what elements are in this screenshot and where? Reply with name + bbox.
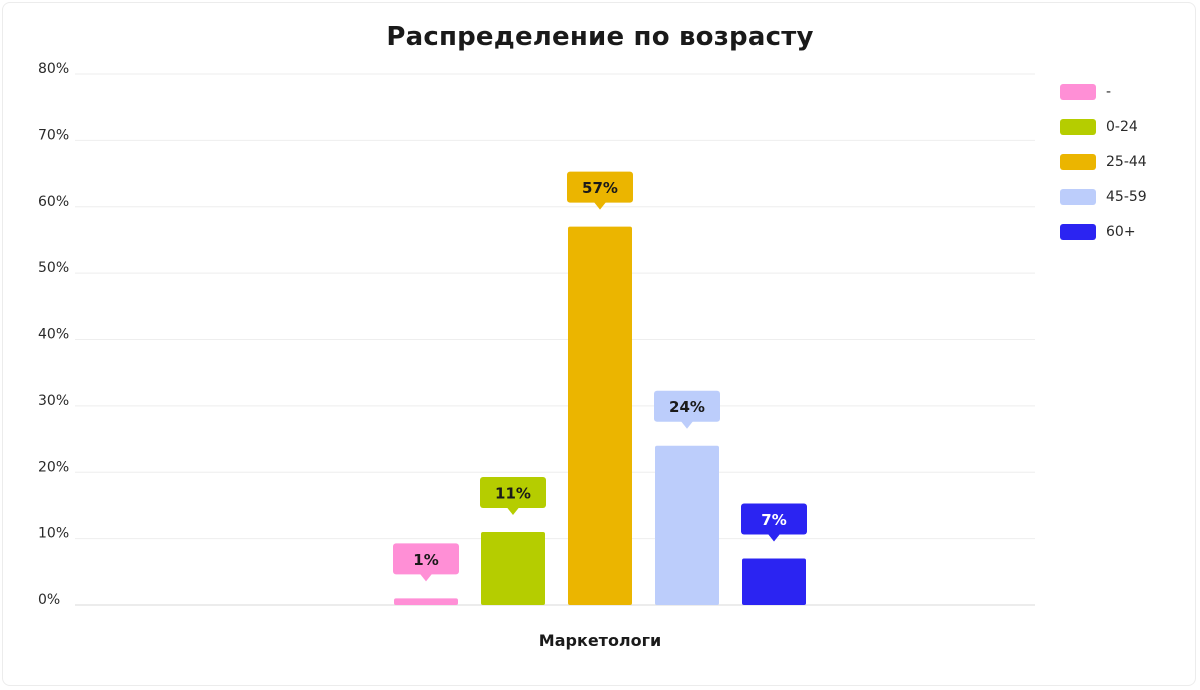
legend-label: 45-59 [1106,188,1147,205]
y-tick-label: 20% [38,459,69,475]
data-label: 24% [669,398,705,416]
legend-swatch [1060,83,1096,100]
y-tick-label: 0% [38,592,60,608]
y-tick-label: 70% [38,127,69,143]
legend-label: 0-24 [1106,118,1138,135]
data-label-box [654,390,720,422]
x-category-label: Маркетологи [539,631,661,650]
data-label-pointer [420,573,432,582]
bar [655,445,719,605]
data-label: 57% [582,179,618,197]
y-tick-label: 40% [38,327,69,343]
legend-item[interactable]: 25-44 [1060,144,1147,179]
bar [568,226,632,605]
y-tick-label: 10% [38,526,69,542]
legend-swatch [1060,153,1096,170]
bar [742,558,806,605]
data-label: 7% [761,511,786,529]
legend-item[interactable]: 60+ [1060,214,1147,249]
legend-item[interactable]: 45-59 [1060,179,1147,214]
data-label-pointer [768,534,780,542]
y-tick-label: 80% [38,61,69,77]
bar [481,531,545,605]
legend-swatch [1060,118,1096,135]
y-tick-label: 30% [38,393,69,409]
chart-title: Распределение по возрасту [386,22,814,52]
y-tick-label: 50% [38,260,69,276]
legend-item[interactable]: - [1060,74,1147,109]
data-label-box [480,476,546,508]
data-label-box [567,171,633,203]
legend-swatch [1060,223,1096,240]
y-tick-label: 60% [38,194,69,210]
data-label-box [741,503,807,535]
bar [394,598,458,605]
data-label-box [393,543,459,575]
data-label-pointer [681,421,693,429]
data-label-pointer [507,507,519,515]
data-label-pointer [594,202,606,210]
legend-label: - [1106,83,1112,100]
legend: - 0-24 25-44 45-59 60+ [1060,74,1147,249]
legend-swatch [1060,188,1096,205]
legend-label: 25-44 [1106,153,1147,170]
legend-label: 60+ [1106,223,1136,240]
legend-item[interactable]: 0-24 [1060,109,1147,144]
data-label: 11% [495,484,531,502]
data-label: 1% [413,551,438,569]
